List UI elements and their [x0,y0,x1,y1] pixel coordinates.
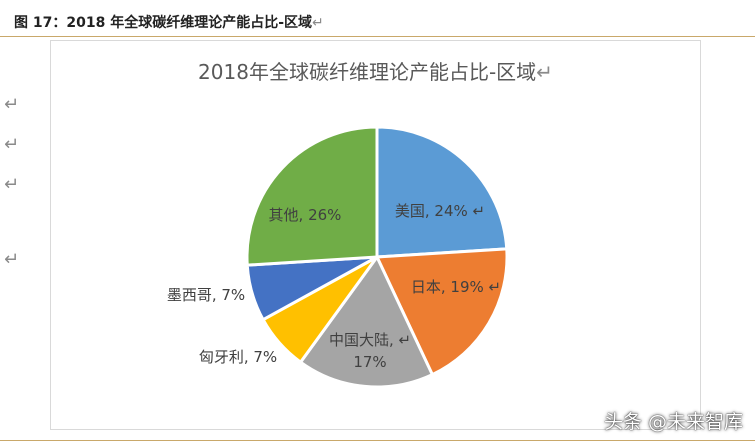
slice-label: 匈牙利, 7% [199,348,277,366]
figure-title: 2018 年全球碳纤维理论产能占比-区域 [66,15,313,31]
side-paragraph-mark: ↵ [4,94,20,115]
side-paragraph-mark: ↵ [4,134,20,155]
paragraph-mark: ↵ [312,15,324,31]
chart-title: 2018年全球碳纤维理论产能占比-区域↵ [50,56,701,85]
chart-frame [50,40,701,430]
slice-label: 美国, 24% ↵ [395,202,485,220]
slice-label: 中国大陆, ↵ 17% [329,331,411,371]
chart-title-text: 2018年全球碳纤维理论产能占比-区域 [198,60,537,84]
side-paragraph-mark: ↵ [4,249,20,270]
pie-slice-2 [374,247,509,377]
slice-label: 其他, 26% [269,206,342,224]
pie-slice-3 [298,254,435,389]
figure-number: 图 17： [14,15,67,31]
bottom-rule [0,440,755,441]
paragraph-mark: ↵ [536,60,553,84]
pie-slice-6 [245,125,379,267]
slice-label: 墨西哥, 7% [167,286,245,304]
side-paragraph-mark: ↵ [4,174,20,195]
figure-caption: 图 17：2018 年全球碳纤维理论产能占比-区域↵ [14,12,324,32]
top-rule [0,36,755,37]
pie-slice-1 [375,125,509,259]
watermark: 头条 @未来智库 [603,411,743,433]
slice-label: 日本, 19% ↵ [411,278,501,296]
